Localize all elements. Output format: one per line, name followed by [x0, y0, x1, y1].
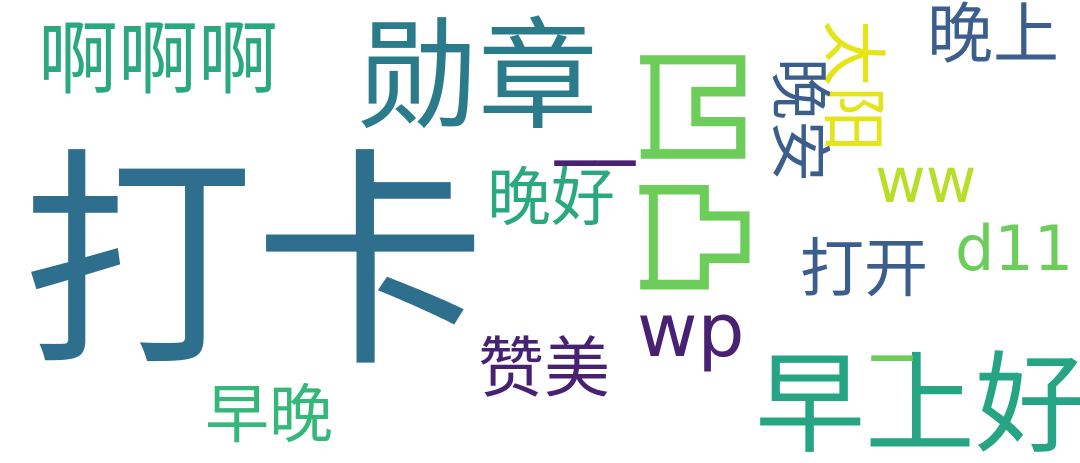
word-zanmei: 赞美: [478, 330, 610, 407]
word-wanshang: 晚上: [927, 0, 1059, 73]
word-ww: ww: [875, 144, 977, 217]
word-xunzhang: 勋章: [358, 8, 598, 147]
word-dash: _: [872, 268, 912, 361]
word-zaowan: 早晚: [205, 379, 333, 453]
word-wanhao: 晚好: [487, 162, 615, 236]
word-underscore: __: [555, 73, 635, 166]
word-aaa: 啊啊啊: [38, 13, 278, 106]
word-d11: d11: [955, 212, 1074, 285]
word-dakai: 打开: [800, 233, 928, 307]
word-wp: wp: [637, 288, 745, 374]
word-tuzhang: 凹凸: [617, 42, 769, 303]
word-zaoshanghao: 早上好: [755, 341, 1080, 463]
word-daka: 打卡: [22, 129, 487, 399]
word-wanan: 晚安: [763, 58, 836, 183]
